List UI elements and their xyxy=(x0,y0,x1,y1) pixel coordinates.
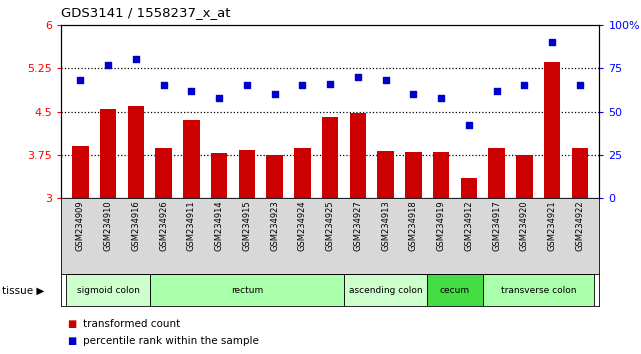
Text: GSM234911: GSM234911 xyxy=(187,200,196,251)
Text: GSM234927: GSM234927 xyxy=(353,200,362,251)
Point xyxy=(492,88,502,93)
Bar xyxy=(516,155,533,198)
Point xyxy=(297,82,308,88)
Text: GSM234925: GSM234925 xyxy=(326,200,335,251)
Point xyxy=(436,95,446,101)
Text: GSM234920: GSM234920 xyxy=(520,200,529,251)
Point xyxy=(158,82,169,88)
Bar xyxy=(155,148,172,198)
Text: sigmoid colon: sigmoid colon xyxy=(77,286,140,295)
Text: GSM234910: GSM234910 xyxy=(104,200,113,251)
Bar xyxy=(128,106,144,198)
Bar xyxy=(211,153,228,198)
Text: transformed count: transformed count xyxy=(83,319,181,329)
Text: transverse colon: transverse colon xyxy=(501,286,576,295)
Text: GSM234926: GSM234926 xyxy=(159,200,168,251)
Point xyxy=(575,82,585,88)
Bar xyxy=(572,148,588,198)
Point xyxy=(547,39,557,45)
Text: GSM234917: GSM234917 xyxy=(492,200,501,251)
Point xyxy=(408,91,419,97)
Bar xyxy=(266,155,283,198)
Bar xyxy=(150,274,344,306)
Text: cecum: cecum xyxy=(440,286,470,295)
Text: GSM234912: GSM234912 xyxy=(464,200,474,251)
Bar xyxy=(488,148,505,198)
Text: GSM234924: GSM234924 xyxy=(298,200,307,251)
Text: ■: ■ xyxy=(67,319,76,329)
Text: GSM234919: GSM234919 xyxy=(437,200,445,251)
Text: tissue ▶: tissue ▶ xyxy=(2,285,44,295)
Text: ascending colon: ascending colon xyxy=(349,286,422,295)
Text: GSM234918: GSM234918 xyxy=(409,200,418,251)
Text: GSM234923: GSM234923 xyxy=(270,200,279,251)
Point xyxy=(75,78,85,83)
Text: GSM234922: GSM234922 xyxy=(576,200,585,251)
Point xyxy=(131,57,141,62)
Text: GSM234909: GSM234909 xyxy=(76,200,85,251)
Point xyxy=(242,82,252,88)
Bar xyxy=(483,274,594,306)
Bar xyxy=(294,148,311,198)
Bar xyxy=(378,151,394,198)
Bar xyxy=(433,152,449,198)
Text: rectum: rectum xyxy=(231,286,263,295)
Bar xyxy=(183,120,199,198)
Point xyxy=(214,95,224,101)
Point xyxy=(353,74,363,80)
Bar xyxy=(100,109,117,198)
Bar xyxy=(67,274,150,306)
Bar xyxy=(349,113,366,198)
Text: percentile rank within the sample: percentile rank within the sample xyxy=(83,336,259,346)
Text: GSM234921: GSM234921 xyxy=(547,200,556,251)
Bar xyxy=(344,274,428,306)
Text: GSM234913: GSM234913 xyxy=(381,200,390,251)
Bar xyxy=(238,150,255,198)
Text: GSM234915: GSM234915 xyxy=(242,200,251,251)
Text: GSM234916: GSM234916 xyxy=(131,200,140,251)
Bar xyxy=(428,274,483,306)
Bar xyxy=(322,117,338,198)
Text: GSM234914: GSM234914 xyxy=(215,200,224,251)
Text: GDS3141 / 1558237_x_at: GDS3141 / 1558237_x_at xyxy=(61,6,230,19)
Point xyxy=(103,62,113,68)
Text: ■: ■ xyxy=(67,336,76,346)
Point xyxy=(519,82,529,88)
Point xyxy=(269,91,279,97)
Point xyxy=(463,122,474,128)
Point xyxy=(187,88,197,93)
Point xyxy=(381,78,391,83)
Bar xyxy=(72,146,88,198)
Bar xyxy=(405,152,422,198)
Point xyxy=(325,81,335,87)
Bar xyxy=(544,62,560,198)
Bar xyxy=(461,178,477,198)
